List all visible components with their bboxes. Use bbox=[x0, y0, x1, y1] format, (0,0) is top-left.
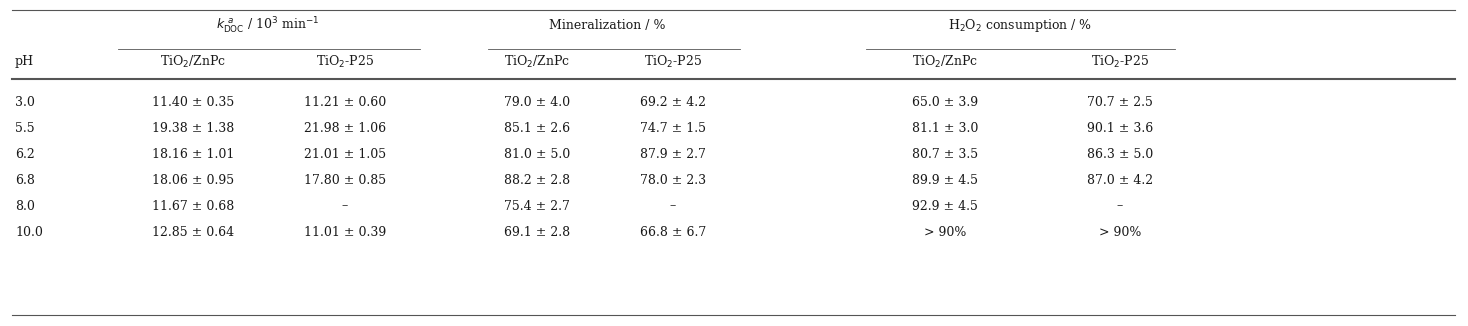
Text: 81.1 ± 3.0: 81.1 ± 3.0 bbox=[912, 122, 978, 135]
Text: 87.9 ± 2.7: 87.9 ± 2.7 bbox=[640, 147, 706, 160]
Text: –: – bbox=[669, 200, 677, 213]
Text: TiO$_2$/ZnPc: TiO$_2$/ZnPc bbox=[160, 54, 226, 70]
Text: TiO$_2$/ZnPc: TiO$_2$/ZnPc bbox=[912, 54, 978, 70]
Text: 21.98 ± 1.06: 21.98 ± 1.06 bbox=[304, 122, 386, 135]
Text: 70.7 ± 2.5: 70.7 ± 2.5 bbox=[1088, 96, 1152, 109]
Text: TiO$_2$-P25: TiO$_2$-P25 bbox=[644, 54, 702, 70]
Text: pH: pH bbox=[15, 55, 34, 68]
Text: 11.40 ± 0.35: 11.40 ± 0.35 bbox=[151, 96, 233, 109]
Text: > 90%: > 90% bbox=[1100, 226, 1141, 239]
Text: 18.16 ± 1.01: 18.16 ± 1.01 bbox=[151, 147, 235, 160]
Text: –: – bbox=[342, 200, 348, 213]
Text: 86.3 ± 5.0: 86.3 ± 5.0 bbox=[1086, 147, 1154, 160]
Text: H$_2$O$_2$ consumption / %: H$_2$O$_2$ consumption / % bbox=[948, 18, 1092, 35]
Text: 79.0 ± 4.0: 79.0 ± 4.0 bbox=[504, 96, 570, 109]
Text: 75.4 ± 2.7: 75.4 ± 2.7 bbox=[504, 200, 570, 213]
Text: 17.80 ± 0.85: 17.80 ± 0.85 bbox=[304, 173, 386, 186]
Text: 8.0: 8.0 bbox=[15, 200, 35, 213]
Text: 11.01 ± 0.39: 11.01 ± 0.39 bbox=[304, 226, 386, 239]
Text: 3.0: 3.0 bbox=[15, 96, 35, 109]
Text: 6.8: 6.8 bbox=[15, 173, 35, 186]
Text: $k_{\mathrm{DOC}}^{\ a}$ / 10$^{3}$ min$^{-1}$: $k_{\mathrm{DOC}}^{\ a}$ / 10$^{3}$ min$… bbox=[216, 16, 320, 36]
Text: 69.2 ± 4.2: 69.2 ± 4.2 bbox=[640, 96, 706, 109]
Text: 69.1 ± 2.8: 69.1 ± 2.8 bbox=[504, 226, 570, 239]
Text: TiO$_2$/ZnPc: TiO$_2$/ZnPc bbox=[504, 54, 570, 70]
Text: 74.7 ± 1.5: 74.7 ± 1.5 bbox=[640, 122, 706, 135]
Text: 88.2 ± 2.8: 88.2 ± 2.8 bbox=[504, 173, 570, 186]
Text: 18.06 ± 0.95: 18.06 ± 0.95 bbox=[151, 173, 233, 186]
Text: 66.8 ± 6.7: 66.8 ± 6.7 bbox=[640, 226, 706, 239]
Text: 65.0 ± 3.9: 65.0 ± 3.9 bbox=[912, 96, 978, 109]
Text: 19.38 ± 1.38: 19.38 ± 1.38 bbox=[151, 122, 233, 135]
Text: 12.85 ± 0.64: 12.85 ± 0.64 bbox=[151, 226, 233, 239]
Text: 21.01 ± 1.05: 21.01 ± 1.05 bbox=[304, 147, 386, 160]
Text: 78.0 ± 2.3: 78.0 ± 2.3 bbox=[640, 173, 706, 186]
Text: 92.9 ± 4.5: 92.9 ± 4.5 bbox=[912, 200, 978, 213]
Text: 10.0: 10.0 bbox=[15, 226, 43, 239]
Text: 11.67 ± 0.68: 11.67 ± 0.68 bbox=[151, 200, 233, 213]
Text: 80.7 ± 3.5: 80.7 ± 3.5 bbox=[912, 147, 978, 160]
Text: TiO$_2$-P25: TiO$_2$-P25 bbox=[316, 54, 374, 70]
Text: –: – bbox=[1117, 200, 1123, 213]
Text: 81.0 ± 5.0: 81.0 ± 5.0 bbox=[504, 147, 570, 160]
Text: Mineralization / %: Mineralization / % bbox=[549, 20, 665, 33]
Text: 85.1 ± 2.6: 85.1 ± 2.6 bbox=[504, 122, 570, 135]
Text: > 90%: > 90% bbox=[923, 226, 966, 239]
Text: 87.0 ± 4.2: 87.0 ± 4.2 bbox=[1086, 173, 1152, 186]
Text: 89.9 ± 4.5: 89.9 ± 4.5 bbox=[912, 173, 978, 186]
Text: TiO$_2$-P25: TiO$_2$-P25 bbox=[1091, 54, 1149, 70]
Text: 90.1 ± 3.6: 90.1 ± 3.6 bbox=[1086, 122, 1154, 135]
Text: 6.2: 6.2 bbox=[15, 147, 35, 160]
Text: 5.5: 5.5 bbox=[15, 122, 35, 135]
Text: 11.21 ± 0.60: 11.21 ± 0.60 bbox=[304, 96, 386, 109]
